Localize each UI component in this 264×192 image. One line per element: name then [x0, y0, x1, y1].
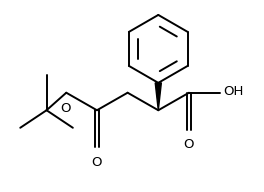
- Text: O: O: [184, 138, 194, 151]
- Text: O: O: [60, 102, 70, 115]
- Text: O: O: [92, 156, 102, 169]
- Text: OH: OH: [224, 85, 244, 98]
- Polygon shape: [155, 83, 161, 110]
